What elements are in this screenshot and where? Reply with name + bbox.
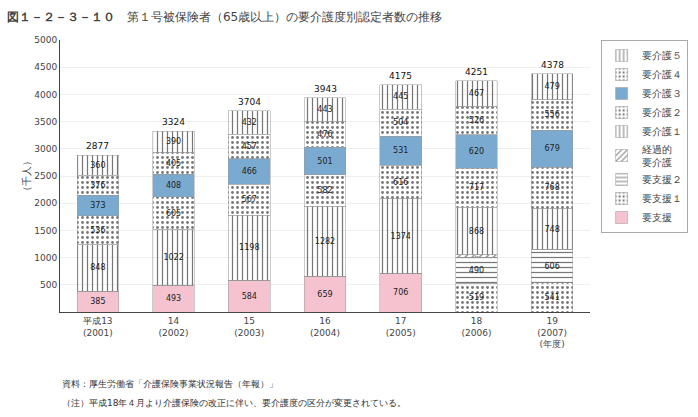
svg-text:3943: 3943 xyxy=(314,84,337,94)
svg-text:要介護３: 要介護３ xyxy=(642,88,682,99)
svg-text:848: 848 xyxy=(90,263,105,272)
svg-text:1500: 1500 xyxy=(34,226,57,236)
svg-text:556: 556 xyxy=(544,110,559,119)
svg-text:432: 432 xyxy=(242,118,257,127)
svg-text:717: 717 xyxy=(469,183,484,192)
svg-text:457: 457 xyxy=(242,142,257,151)
svg-text:531: 531 xyxy=(393,146,408,155)
svg-text:443: 443 xyxy=(317,105,332,114)
svg-text:1000: 1000 xyxy=(34,253,57,263)
svg-text:（千人）: （千人） xyxy=(21,156,32,196)
svg-text:19(2007)(年度): 19(2007)(年度) xyxy=(537,316,567,349)
svg-text:18(2006): 18(2006) xyxy=(461,316,491,338)
svg-text:768: 768 xyxy=(544,183,559,192)
svg-text:679: 679 xyxy=(544,144,559,153)
svg-text:4378: 4378 xyxy=(541,60,564,70)
svg-text:4500: 4500 xyxy=(34,62,57,72)
svg-text:平成13(2001): 平成13(2001) xyxy=(83,316,113,338)
svg-text:（注）平成18年４月より介護保険の改正に伴い、要介護度の区分: （注）平成18年４月より介護保険の改正に伴い、要介護度の区分が変更されている。 xyxy=(62,398,406,408)
svg-text:541: 541 xyxy=(544,293,559,302)
svg-text:376: 376 xyxy=(90,181,105,190)
svg-text:4175: 4175 xyxy=(389,71,412,81)
svg-text:4251: 4251 xyxy=(465,67,488,77)
svg-text:385: 385 xyxy=(90,297,105,306)
svg-text:405: 405 xyxy=(166,159,181,168)
svg-text:1374: 1374 xyxy=(391,232,411,241)
svg-text:3500: 3500 xyxy=(34,117,57,127)
svg-text:3324: 3324 xyxy=(162,117,185,127)
svg-text:390: 390 xyxy=(166,137,181,146)
svg-text:要支援１: 要支援１ xyxy=(642,193,682,204)
svg-text:経過的要介護: 経過的要介護 xyxy=(641,144,672,168)
svg-text:659: 659 xyxy=(317,290,332,299)
svg-text:605: 605 xyxy=(166,209,181,218)
svg-text:1198: 1198 xyxy=(239,243,259,252)
svg-text:868: 868 xyxy=(469,227,484,236)
svg-text:3704: 3704 xyxy=(238,97,261,107)
svg-text:1282: 1282 xyxy=(315,237,335,246)
svg-text:466: 466 xyxy=(242,167,257,176)
svg-text:15(2003): 15(2003) xyxy=(234,316,264,338)
svg-text:500: 500 xyxy=(40,280,57,290)
svg-text:2500: 2500 xyxy=(34,171,57,181)
svg-text:4000: 4000 xyxy=(34,90,57,100)
svg-text:567: 567 xyxy=(242,195,257,204)
svg-text:373: 373 xyxy=(90,201,105,210)
svg-text:5000: 5000 xyxy=(34,35,57,45)
svg-text:要介護２: 要介護２ xyxy=(642,107,682,118)
svg-text:467: 467 xyxy=(469,89,484,98)
svg-text:408: 408 xyxy=(166,181,181,190)
svg-text:504: 504 xyxy=(393,118,408,127)
svg-text:606: 606 xyxy=(544,262,559,271)
svg-text:616: 616 xyxy=(393,178,408,187)
svg-text:要介護１: 要介護１ xyxy=(642,126,682,137)
svg-text:図１－２－３－１０ 第１号被保険者（65歳以上）の要介護度別: 図１－２－３－１０ 第１号被保険者（65歳以上）の要介護度別認定者数の推移 xyxy=(7,10,442,24)
svg-text:620: 620 xyxy=(469,147,484,156)
svg-text:479: 479 xyxy=(544,82,559,91)
svg-text:493: 493 xyxy=(166,294,181,303)
svg-text:16(2004): 16(2004) xyxy=(310,316,340,338)
svg-text:2: 2 xyxy=(552,249,553,250)
svg-text:45: 45 xyxy=(475,255,478,258)
svg-text:資料：厚生労働省「介護保険事業状況報告（年報）」: 資料：厚生労働省「介護保険事業状況報告（年報）」 xyxy=(62,379,278,389)
svg-text:706: 706 xyxy=(393,288,408,297)
svg-text:360: 360 xyxy=(90,161,105,170)
svg-text:501: 501 xyxy=(317,157,332,166)
svg-text:要支援: 要支援 xyxy=(642,212,672,223)
svg-text:要介護４: 要介護４ xyxy=(642,69,682,80)
svg-text:445: 445 xyxy=(393,92,408,101)
svg-text:526: 526 xyxy=(469,116,484,125)
svg-text:17(2005): 17(2005) xyxy=(386,316,416,338)
svg-text:3000: 3000 xyxy=(34,144,57,154)
svg-text:2000: 2000 xyxy=(34,198,57,208)
svg-text:536: 536 xyxy=(90,226,105,235)
svg-text:582: 582 xyxy=(317,186,332,195)
svg-text:14(2002): 14(2002) xyxy=(159,316,189,338)
svg-text:2877: 2877 xyxy=(86,141,109,151)
svg-text:要介護５: 要介護５ xyxy=(642,50,682,61)
svg-text:要支援２: 要支援２ xyxy=(642,174,682,185)
svg-text:519: 519 xyxy=(469,293,484,302)
svg-text:490: 490 xyxy=(469,266,484,275)
svg-text:748: 748 xyxy=(544,225,559,234)
svg-text:476: 476 xyxy=(317,130,332,139)
svg-text:584: 584 xyxy=(242,292,257,301)
svg-text:1022: 1022 xyxy=(163,253,183,262)
